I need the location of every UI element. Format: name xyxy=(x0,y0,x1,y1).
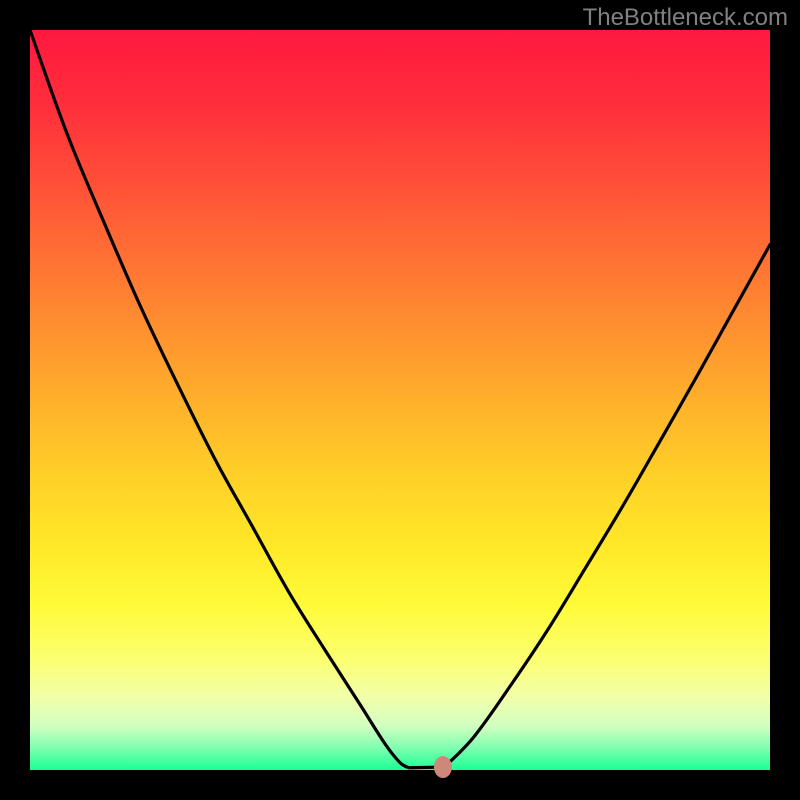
plot-gradient-background xyxy=(30,30,770,770)
optimal-point-marker xyxy=(434,756,452,778)
bottleneck-chart xyxy=(0,0,800,800)
chart-container: TheBottleneck.com xyxy=(0,0,800,800)
